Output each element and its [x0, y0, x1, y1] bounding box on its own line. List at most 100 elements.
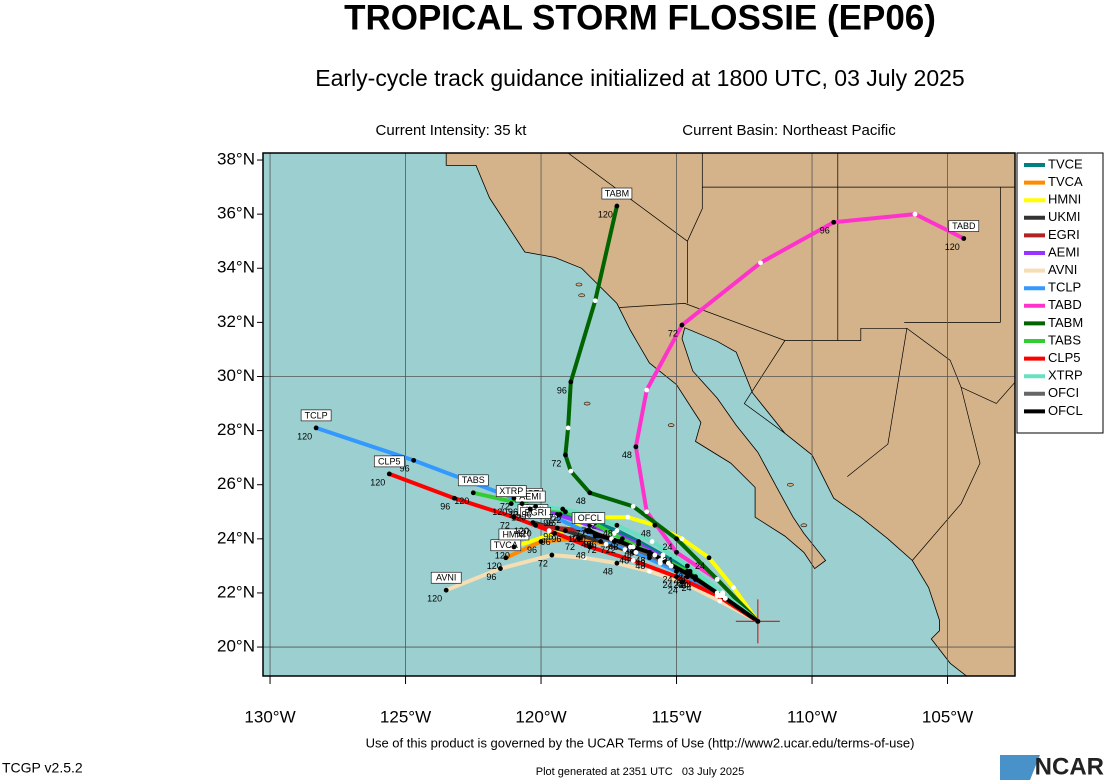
track-point	[411, 457, 417, 463]
track-point	[587, 544, 593, 550]
hour-label: 72	[565, 542, 575, 552]
legend-label: TABD	[1048, 297, 1082, 312]
track-point	[666, 560, 671, 566]
hour-label: 120	[517, 529, 532, 539]
x-tick-label: 125°W	[380, 707, 431, 726]
basin: Current Basin: Northeast Pacific	[682, 122, 896, 139]
track-point	[511, 544, 517, 550]
track-point	[603, 541, 609, 547]
hour-label: 96	[541, 537, 551, 547]
island	[800, 523, 808, 528]
hour-label: 24	[681, 583, 691, 593]
track-point	[649, 539, 655, 544]
hour-label: 72	[551, 515, 561, 525]
hour-label: 120	[514, 526, 529, 536]
track-point	[560, 506, 566, 512]
track-point	[722, 595, 728, 601]
y-tick-label: 22°N	[217, 582, 255, 601]
track-point	[443, 587, 449, 593]
track-point	[831, 219, 837, 225]
intensity: Current Intensity: 35 kt	[376, 122, 528, 139]
hour-label: 72	[587, 545, 597, 555]
logo-mark	[1000, 755, 1040, 780]
track-point	[622, 547, 628, 553]
hour-label: 96	[587, 539, 597, 549]
track-point	[684, 568, 690, 574]
hour-label: 24	[673, 569, 683, 579]
track-point	[592, 298, 598, 304]
track-point	[451, 495, 457, 501]
hour-label: 48	[576, 496, 586, 506]
hour-label: 72	[500, 521, 510, 531]
island	[578, 293, 585, 298]
track-point	[679, 579, 685, 585]
legend-label: EGRI	[1048, 227, 1080, 242]
x-tick-label: 120°W	[515, 707, 566, 726]
track-tag: TVCA	[494, 540, 518, 550]
hour-label: 96	[543, 518, 553, 528]
track-point	[533, 522, 539, 528]
track-point	[714, 593, 720, 599]
x-tick-label: 105°W	[922, 707, 973, 726]
track-point	[674, 536, 679, 542]
track-tag-box	[300, 409, 332, 422]
track-point	[720, 590, 726, 596]
terms: Use of this product is governed by the U…	[366, 735, 915, 750]
track-point	[647, 549, 652, 555]
track-tag: OFCL	[578, 513, 602, 523]
hour-label: 72	[549, 512, 559, 522]
track-point	[568, 379, 574, 385]
hour-label: 48	[635, 561, 645, 571]
hour-label: 120	[508, 510, 523, 520]
track-point	[614, 203, 620, 209]
hour-label: 72	[576, 529, 586, 539]
legend-label: TCLP	[1048, 280, 1081, 295]
hour-label: 24	[663, 575, 673, 585]
x-tick-label: 130°W	[244, 707, 295, 726]
track-point	[587, 528, 593, 534]
track-point	[533, 503, 539, 509]
track-tag: HMNI	[502, 529, 525, 539]
hour-label: 24	[663, 580, 673, 590]
track-point	[538, 539, 544, 544]
track-tag: CLP5	[378, 456, 401, 466]
hour-label: 48	[603, 529, 613, 539]
track-point	[961, 236, 967, 241]
hour-label: 48	[581, 539, 591, 549]
legend-label: AEMI	[1048, 244, 1080, 259]
track-point	[563, 528, 568, 534]
track-point	[519, 501, 525, 507]
y-tick-label: 32°N	[217, 312, 255, 331]
track-point	[679, 536, 685, 542]
hour-label: 96	[543, 531, 553, 541]
x-tick-label: 115°W	[652, 707, 702, 726]
hour-label: 120	[487, 561, 502, 571]
track-point	[714, 577, 720, 582]
track-point	[679, 322, 685, 328]
track-point	[731, 585, 736, 590]
hour-label: 24	[663, 556, 673, 566]
hour-label: 48	[635, 558, 645, 568]
legend-label: TABM	[1048, 315, 1083, 330]
track-point	[587, 490, 593, 496]
track-tag: TABD	[952, 221, 976, 231]
track-point	[546, 528, 552, 534]
y-tick-label: 20°N	[217, 637, 255, 656]
hour-label: 72	[606, 545, 616, 555]
legend-label: TVCE	[1048, 156, 1083, 171]
subtitle: Early-cycle track guidance initialized a…	[315, 65, 964, 91]
island	[583, 401, 591, 406]
legend-label: OFCL	[1048, 403, 1083, 418]
hour-label: 96	[584, 539, 594, 549]
land-mass	[445, 153, 1015, 676]
hour-label: 72	[551, 458, 561, 468]
track-point	[386, 471, 392, 477]
hour-label: 48	[576, 550, 586, 560]
track-point	[576, 536, 582, 542]
border	[847, 328, 908, 477]
track-point	[508, 501, 514, 507]
track-point	[503, 555, 509, 561]
track-point	[625, 514, 631, 520]
track-point	[630, 544, 636, 550]
